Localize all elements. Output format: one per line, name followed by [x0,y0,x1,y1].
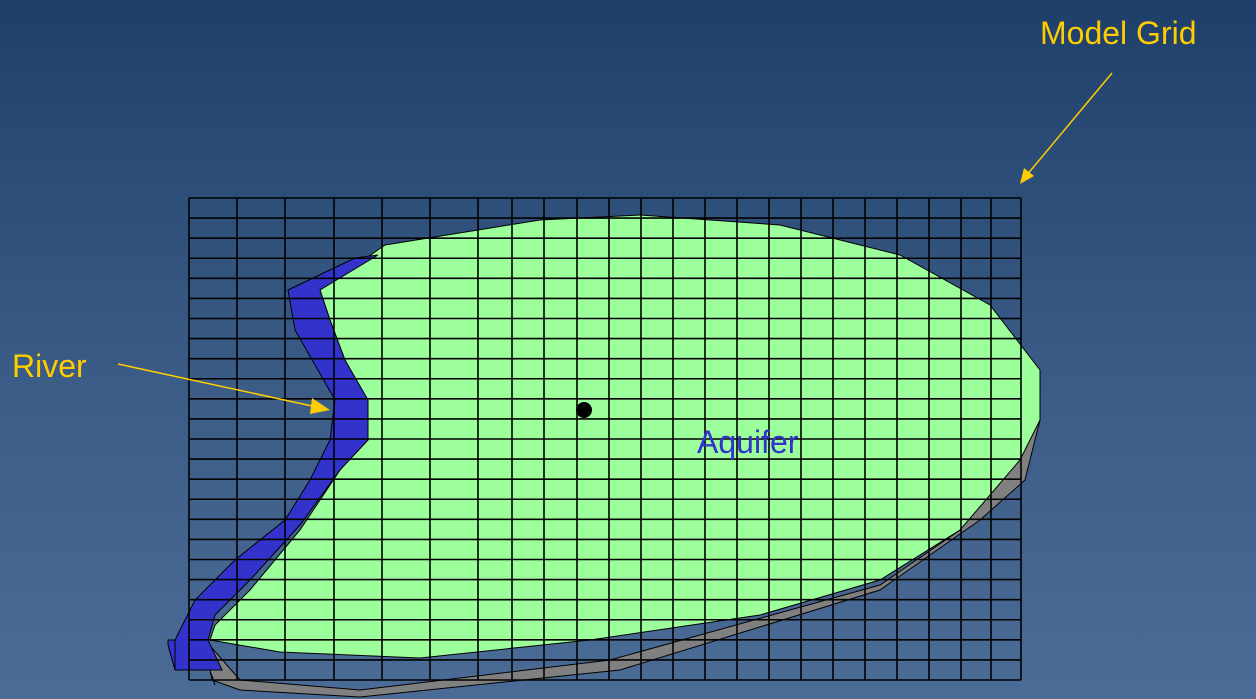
model-grid [188,197,1022,681]
model-grid-arrow [1020,72,1113,184]
model-grid-label: Model Grid [1040,15,1197,51]
well-point [576,402,592,418]
river-arrow [117,363,330,414]
aquifer-label: Aquifer [697,424,799,460]
river-label: River [12,348,87,384]
